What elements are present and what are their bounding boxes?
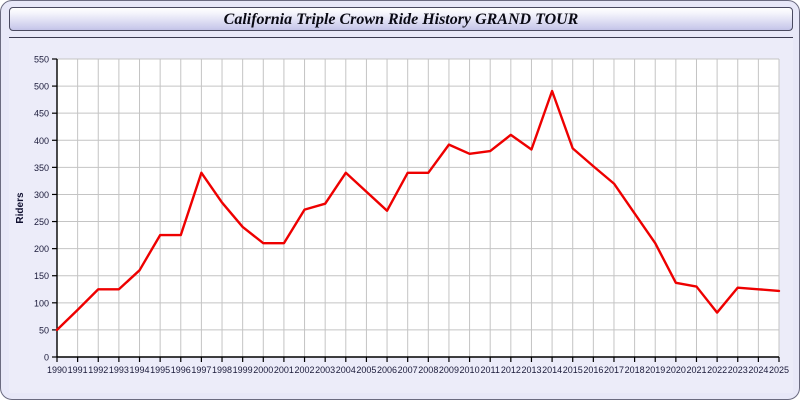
y-axis-ticks <box>52 58 57 358</box>
svg-text:2016: 2016 <box>583 365 603 375</box>
svg-text:500: 500 <box>34 82 49 92</box>
svg-text:2012: 2012 <box>501 365 521 375</box>
svg-text:2019: 2019 <box>645 365 665 375</box>
svg-text:2004: 2004 <box>336 365 356 375</box>
svg-text:2011: 2011 <box>481 365 500 375</box>
svg-text:1998: 1998 <box>212 365 232 375</box>
svg-text:1999: 1999 <box>233 365 253 375</box>
svg-text:2020: 2020 <box>666 365 686 375</box>
svg-text:2017: 2017 <box>604 365 624 375</box>
svg-text:50: 50 <box>39 325 49 335</box>
svg-text:550: 550 <box>34 55 49 65</box>
axes <box>56 58 780 358</box>
x-axis-ticks <box>56 357 780 362</box>
svg-text:Riders: Riders <box>15 192 26 224</box>
svg-text:1997: 1997 <box>191 365 211 375</box>
plot-area-background <box>57 59 779 357</box>
svg-text:2024: 2024 <box>748 365 768 375</box>
svg-text:400: 400 <box>34 136 49 146</box>
series-path-riders <box>55 89 781 332</box>
svg-text:2003: 2003 <box>315 365 335 375</box>
svg-text:0: 0 <box>44 353 49 363</box>
window-titlebar: California Triple Crown Ride History GRA… <box>9 7 793 31</box>
svg-text:2018: 2018 <box>625 365 645 375</box>
svg-text:300: 300 <box>34 190 49 200</box>
y-axis-tick-labels: 0 50 100 150 200 250 300 350 400 450 500 550 <box>34 55 49 363</box>
svg-text:2023: 2023 <box>728 365 748 375</box>
y-axis-title: Riders <box>15 192 26 224</box>
svg-text:350: 350 <box>34 163 49 173</box>
svg-text:2001: 2001 <box>274 365 294 375</box>
svg-text:2025: 2025 <box>769 365 789 375</box>
svg-text:2014: 2014 <box>542 365 562 375</box>
svg-text:1991: 1991 <box>68 365 88 375</box>
svg-text:1994: 1994 <box>129 365 149 375</box>
chart-title: California Triple Crown Ride History GRA… <box>223 11 579 28</box>
svg-text:250: 250 <box>34 217 49 227</box>
svg-text:1995: 1995 <box>150 365 170 375</box>
svg-text:2006: 2006 <box>377 365 397 375</box>
svg-text:2021: 2021 <box>686 365 706 375</box>
svg-text:2002: 2002 <box>295 365 315 375</box>
svg-text:2007: 2007 <box>398 365 418 375</box>
svg-text:100: 100 <box>34 298 49 308</box>
svg-text:2013: 2013 <box>521 365 541 375</box>
svg-text:2009: 2009 <box>439 365 459 375</box>
svg-text:450: 450 <box>34 109 49 119</box>
chart-plot-panel: 0 50 100 150 200 250 300 350 400 450 500 550 1990 19… <box>9 37 793 393</box>
svg-text:1990: 1990 <box>47 365 67 375</box>
svg-text:1993: 1993 <box>109 365 129 375</box>
svg-text:2010: 2010 <box>460 365 480 375</box>
svg-text:2005: 2005 <box>356 365 376 375</box>
x-axis-tick-labels: 1990 1991 1992 1993 1994 1995 1996 1997 1998 1999… <box>47 365 789 375</box>
svg-text:2008: 2008 <box>418 365 438 375</box>
data-series-group <box>55 89 781 332</box>
svg-text:1996: 1996 <box>171 365 191 375</box>
svg-text:2015: 2015 <box>563 365 583 375</box>
svg-text:2022: 2022 <box>707 365 727 375</box>
svg-text:200: 200 <box>34 244 49 254</box>
svg-text:2000: 2000 <box>253 365 273 375</box>
svg-text:150: 150 <box>34 271 49 281</box>
svg-text:1992: 1992 <box>88 365 108 375</box>
